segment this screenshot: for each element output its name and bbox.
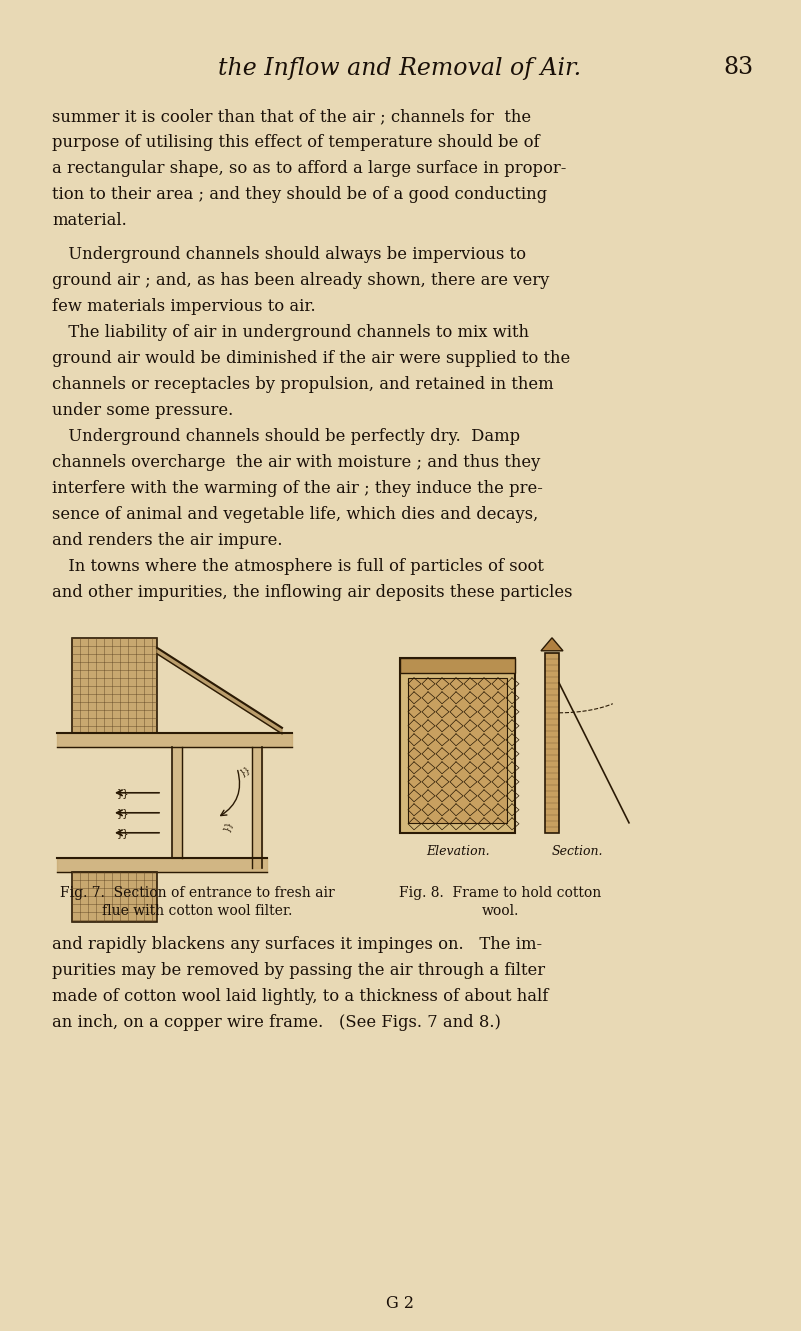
Polygon shape <box>57 857 267 872</box>
Text: summer it is cooler than that of the air ; channels for  the: summer it is cooler than that of the air… <box>52 108 531 125</box>
Text: the Inflow and Removal of Air.: the Inflow and Removal of Air. <box>219 56 582 80</box>
Bar <box>545 652 559 833</box>
Bar <box>400 658 515 833</box>
Text: The liability of air in underground channels to mix with: The liability of air in underground chan… <box>52 323 529 341</box>
Text: G 2: G 2 <box>386 1295 414 1312</box>
Text: 83: 83 <box>723 56 753 80</box>
Polygon shape <box>157 648 282 733</box>
Text: made of cotton wool laid lightly, to a thickness of about half: made of cotton wool laid lightly, to a t… <box>52 988 549 1005</box>
Text: a rectangular shape, so as to afford a large surface in propor-: a rectangular shape, so as to afford a l… <box>52 160 566 177</box>
Text: and rapidly blackens any surfaces it impinges on.   The im-: and rapidly blackens any surfaces it imp… <box>52 936 542 953</box>
Bar <box>72 638 157 733</box>
Text: In towns where the atmosphere is full of particles of soot: In towns where the atmosphere is full of… <box>52 558 544 575</box>
Text: few materials impervious to air.: few materials impervious to air. <box>52 298 316 315</box>
Text: purities may be removed by passing the air through a filter: purities may be removed by passing the a… <box>52 962 545 978</box>
Text: and renders the air impure.: and renders the air impure. <box>52 532 283 548</box>
Text: Underground channels should be perfectly dry.  Damp: Underground channels should be perfectly… <box>52 427 520 445</box>
Text: and other impurities, the inflowing air deposits these particles: and other impurities, the inflowing air … <box>52 584 573 600</box>
Text: wool.: wool. <box>481 904 519 918</box>
Text: Elevation.: Elevation. <box>425 845 489 857</box>
Bar <box>400 658 515 672</box>
Polygon shape <box>172 747 182 857</box>
Text: }}: }} <box>117 808 130 817</box>
Polygon shape <box>541 638 563 651</box>
Polygon shape <box>252 747 262 868</box>
Text: Section.: Section. <box>551 845 602 857</box>
Text: Underground channels should always be impervious to: Underground channels should always be im… <box>52 246 526 262</box>
Bar <box>72 872 157 922</box>
Bar <box>408 677 507 823</box>
Text: material.: material. <box>52 212 127 229</box>
Text: }}: }} <box>222 819 234 832</box>
Text: ground air would be diminished if the air were supplied to the: ground air would be diminished if the ai… <box>52 350 570 367</box>
Text: Fig. 8.  Frame to hold cotton: Fig. 8. Frame to hold cotton <box>399 886 601 900</box>
Text: }}: }} <box>117 828 130 837</box>
Text: }}: }} <box>117 788 130 797</box>
Text: }}: }} <box>239 764 253 777</box>
Text: an inch, on a copper wire frame.   (See Figs. 7 and 8.): an inch, on a copper wire frame. (See Fi… <box>52 1014 501 1030</box>
Text: under some pressure.: under some pressure. <box>52 402 233 419</box>
Text: channels or receptacles by propulsion, and retained in them: channels or receptacles by propulsion, a… <box>52 375 553 393</box>
Text: Fig. 7.  Section of entrance to fresh air: Fig. 7. Section of entrance to fresh air <box>59 886 334 900</box>
Text: sence of animal and vegetable life, which dies and decays,: sence of animal and vegetable life, whic… <box>52 506 538 523</box>
Text: tion to their area ; and they should be of a good conducting: tion to their area ; and they should be … <box>52 186 547 204</box>
Text: flue with cotton wool filter.: flue with cotton wool filter. <box>102 904 292 918</box>
Polygon shape <box>57 733 292 747</box>
Text: interfere with the warming of the air ; they induce the pre-: interfere with the warming of the air ; … <box>52 479 543 496</box>
Text: purpose of utilising this effect of temperature should be of: purpose of utilising this effect of temp… <box>52 134 540 150</box>
Text: ground air ; and, as has been already shown, there are very: ground air ; and, as has been already sh… <box>52 272 549 289</box>
Text: channels overcharge  the air with moisture ; and thus they: channels overcharge the air with moistur… <box>52 454 541 471</box>
